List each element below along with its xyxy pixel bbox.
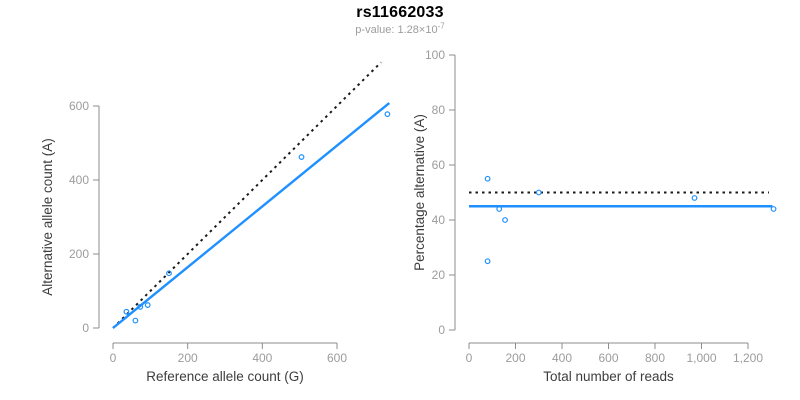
- y-axis-title: Alternative allele count (A): [40, 138, 55, 296]
- x-tick-label: 0: [110, 351, 117, 365]
- y-axis-title: Percentage alternative (A): [412, 114, 427, 271]
- y-tick-label: 20: [432, 268, 446, 282]
- data-point: [691, 195, 698, 201]
- data-point: [166, 270, 172, 277]
- x-tick-label: 800: [645, 351, 665, 365]
- data-point: [132, 317, 139, 324]
- data-point: [384, 111, 391, 118]
- x-tick-label: 200: [178, 351, 198, 365]
- identity-line: [112, 61, 382, 329]
- data-point: [502, 217, 508, 223]
- x-tick-label: 0: [466, 351, 473, 365]
- data-point: [535, 189, 542, 196]
- y-tick-label: 400: [69, 173, 89, 187]
- x-tick-label: 400: [252, 351, 272, 365]
- data-point: [484, 258, 491, 265]
- data-point: [496, 206, 503, 212]
- p-value-exponent: -7: [437, 21, 445, 31]
- y-tick-label: 100: [425, 48, 445, 62]
- x-axis-title: Total number of reads: [543, 369, 674, 384]
- y-tick-label: 0: [438, 323, 445, 337]
- data-point: [770, 206, 777, 212]
- x-tick-label: 200: [505, 351, 525, 365]
- regression-line: [112, 102, 391, 329]
- data-point: [484, 175, 491, 182]
- y-tick-label: 0: [82, 321, 89, 335]
- x-tick-label: 1,000: [686, 351, 716, 365]
- data-point: [298, 154, 305, 160]
- p-value-text: p-value: 1.28×10: [355, 24, 438, 36]
- figure-title: rs11662033: [356, 4, 444, 21]
- y-tick-label: 80: [432, 103, 446, 117]
- x-tick-label: 400: [552, 351, 572, 365]
- data-point: [144, 302, 151, 308]
- y-tick-label: 200: [69, 247, 89, 261]
- figure-subtitle: p-value: 1.28×10-7: [0, 21, 800, 36]
- data-point: [137, 304, 144, 310]
- data-point: [123, 308, 130, 315]
- y-tick-label: 40: [432, 213, 446, 227]
- x-axis-title: Reference allele count (G): [146, 369, 304, 384]
- y-tick-label: 600: [69, 99, 89, 113]
- x-tick-label: 1,200: [733, 351, 763, 365]
- y-tick-label: 60: [432, 158, 446, 172]
- x-tick-label: 600: [598, 351, 618, 365]
- x-tick-label: 600: [327, 351, 347, 365]
